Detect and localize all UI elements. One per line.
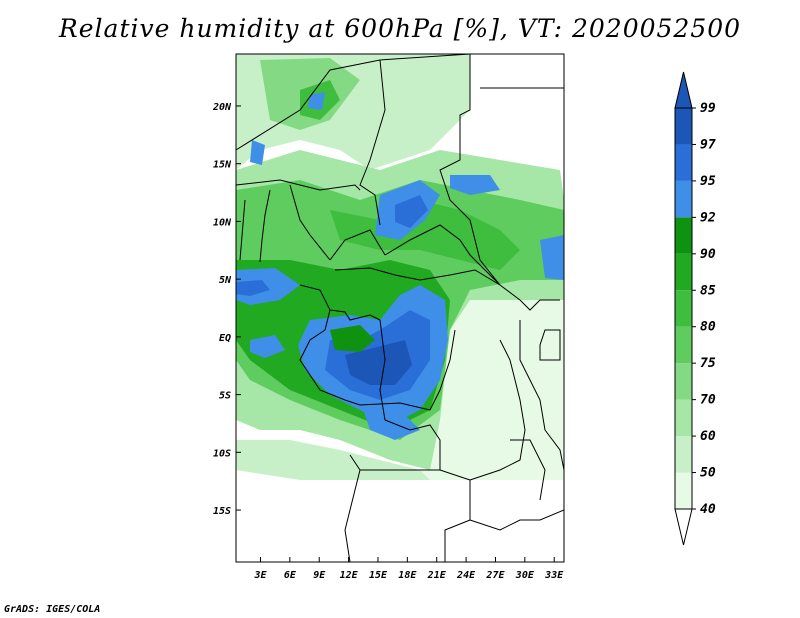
colorbar-segment — [675, 144, 692, 181]
lat-label: 15S — [213, 506, 231, 517]
longitude-axis: 3E 6E 9E 12E 15E 18E 21E 24E 27E 30E 33E — [253, 557, 564, 581]
lat-label: 10S — [213, 448, 231, 459]
colorbar-segment — [675, 253, 692, 291]
colorbar-label: 95 — [700, 174, 716, 189]
lon-label: 6E — [284, 570, 297, 581]
lat-label: 5S — [219, 391, 231, 402]
colorbar: 40 50 60 70 75 80 85 90 92 95 97 99 — [674, 71, 716, 546]
country-borders — [236, 54, 564, 562]
lon-label: 21E — [427, 570, 447, 581]
map-frame — [235, 53, 565, 563]
colorbar-label: 70 — [700, 393, 716, 408]
lon-label: 30E — [515, 570, 535, 581]
colorbar-frame — [674, 107, 693, 510]
colorbar-max-triangle — [674, 71, 693, 109]
lon-label: 15E — [369, 570, 388, 581]
lon-label: 27E — [485, 570, 505, 581]
colorbar-label: 97 — [700, 137, 716, 152]
grads-credit: GrADS: IGES/COLA — [4, 604, 101, 615]
lon-label: 12E — [340, 570, 359, 581]
colorbar-segment — [675, 363, 692, 400]
colorbar-segment — [675, 108, 692, 145]
colorbar-label: 50 — [700, 466, 716, 481]
colorbar-segment — [675, 436, 692, 473]
lat-label: 15N — [213, 160, 232, 171]
colorbar-segment — [675, 399, 692, 437]
lon-label: 18E — [398, 570, 417, 581]
latitude-axis: 20N 15N 10N 5N EQ 5S 10S 15S — [212, 102, 241, 517]
colorbar-label: 75 — [700, 356, 716, 371]
lat-label: 5N — [219, 275, 232, 286]
colorbar-segment — [675, 217, 692, 254]
lat-label: 20N — [212, 102, 232, 113]
chart-title: Relative humidity at 600hPa [%], VT: 202… — [58, 14, 742, 43]
colorbar-label: 85 — [700, 283, 716, 298]
colorbar-label: 40 — [700, 502, 716, 517]
colorbar-label: 80 — [700, 320, 716, 335]
colorbar-label: 99 — [700, 101, 716, 116]
lat-label: EQ — [219, 333, 231, 344]
lon-label: 24E — [456, 570, 476, 581]
colorbar-segment — [675, 180, 692, 218]
colorbar-segment — [675, 326, 692, 364]
lon-label: 3E — [253, 570, 267, 581]
colorbar-segment — [675, 290, 692, 327]
colorbar-label: 90 — [700, 247, 716, 262]
lat-label: 10N — [213, 217, 232, 228]
humidity-field — [236, 54, 564, 562]
colorbar-min-triangle — [674, 508, 693, 546]
lon-label: 33E — [544, 570, 564, 581]
colorbar-label: 60 — [700, 429, 716, 444]
lon-label: 9E — [313, 570, 326, 581]
colorbar-segment — [675, 472, 692, 509]
colorbar-label: 92 — [700, 210, 716, 225]
